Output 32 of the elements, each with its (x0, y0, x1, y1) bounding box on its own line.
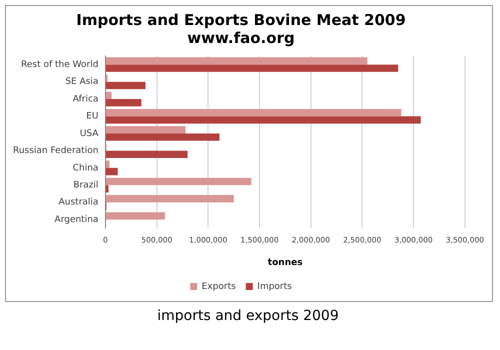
y-tick-label: China (72, 163, 98, 174)
bar (106, 99, 142, 106)
y-tick-label: SE Asia (65, 77, 98, 88)
y-tick-label: Brazil (73, 180, 98, 190)
bar (106, 195, 234, 202)
y-tick-label: Argentina (54, 214, 98, 225)
y-tick-label: Rest of the World (21, 60, 98, 70)
y-tick-label: Africa (72, 94, 98, 104)
bar (106, 212, 166, 220)
bar (106, 92, 112, 100)
bar (106, 133, 220, 141)
bar (106, 178, 252, 186)
bar (106, 57, 368, 65)
x-axis-title: tonnes (268, 258, 303, 268)
y-tick-label: Russian Federation (12, 146, 98, 156)
text: imports and exports 2009 (156, 308, 340, 324)
legend-label: Imports (257, 282, 292, 292)
bar (106, 126, 186, 134)
bar (106, 82, 146, 90)
y-tick-label: USA (80, 128, 100, 139)
bar (106, 160, 110, 168)
bar (106, 150, 188, 158)
y-tick-label: Australia (58, 198, 98, 208)
bar (106, 108, 402, 116)
bar (106, 168, 118, 176)
y-tick-label: EU (86, 112, 98, 122)
chart-subtitle: www.fao.org (187, 28, 295, 47)
legend-label: Exports (202, 282, 236, 292)
bar (106, 185, 109, 192)
bar (106, 64, 398, 72)
bar (106, 116, 421, 124)
chart-title: Imports and Exports Bovine Meat 2009 (76, 10, 406, 29)
